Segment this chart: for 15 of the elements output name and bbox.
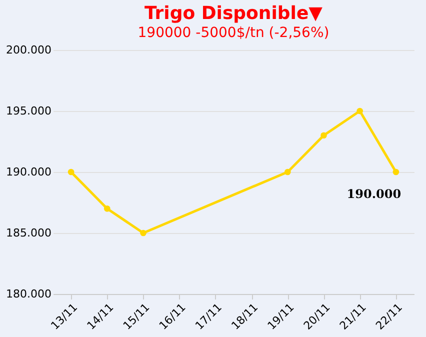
point (284, 168, 291, 176)
y-tick-label: 185.000 (6, 226, 52, 240)
point (140, 230, 146, 236)
point (104, 205, 110, 212)
point (320, 132, 327, 139)
y-tick-label: 195.000 (6, 104, 52, 118)
point (392, 168, 400, 176)
point (68, 168, 74, 176)
point (356, 108, 364, 114)
y-tick-label: 180.000 (6, 288, 52, 300)
chart-title: Trigo Disponible▼ (144, 3, 323, 24)
y-tick-label: 190.000 (6, 166, 52, 178)
data-label: 190.000 (346, 187, 402, 201)
chart-subtitle: 190000 -5000$/tn (-2,56%) (138, 25, 330, 41)
y-tick-label: 200.000 (6, 44, 52, 56)
